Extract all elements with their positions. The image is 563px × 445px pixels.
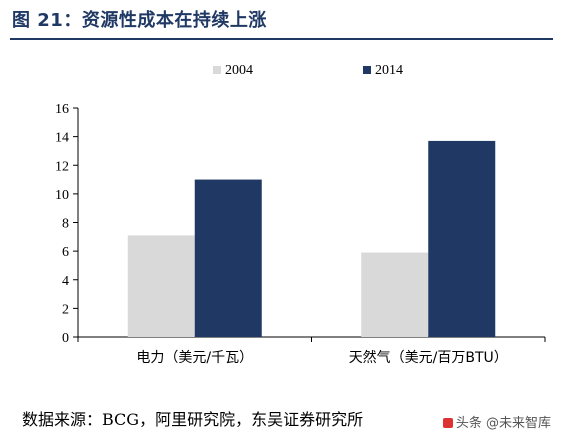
y-tick-label: 0 (62, 331, 69, 346)
y-tick-label: 8 (62, 217, 69, 232)
x-axis: 电力（美元/千瓦） 天然气（美元/百万BTU） (77, 336, 546, 366)
legend-label-2004: 2004 (225, 63, 253, 78)
y-tick-label: 16 (55, 102, 69, 117)
figure-title: 图 21：资源性成本在持续上涨 (12, 10, 267, 31)
source-note: 数据来源：BCG，阿里研究院，东吴证券研究所 (22, 410, 364, 429)
x-category-label: 电力（美元/千瓦） (136, 350, 253, 366)
y-tick-label: 6 (62, 245, 69, 260)
bars (127, 140, 496, 337)
y-axis: 0 2 4 6 8 10 12 14 16 (55, 102, 79, 346)
legend-swatch-2014 (363, 66, 371, 74)
y-tick-label: 4 (62, 274, 69, 289)
legend: 2004 2014 (213, 63, 403, 78)
toutiao-logo-icon (442, 418, 453, 428)
bar-chart: 2004 2014 0 2 4 6 8 10 12 14 16 电力（美元/千瓦） 天然气（美元/百… (55, 63, 546, 366)
watermark-text: 头条 @未来智库 (455, 416, 551, 431)
watermark: 头条 @未来智库 (442, 412, 551, 431)
y-tick-label: 14 (55, 131, 69, 146)
title-rule (10, 38, 553, 40)
x-category-label: 天然气（美元/百万BTU） (349, 349, 508, 366)
bar-2004-natural-gas (361, 252, 429, 337)
legend-swatch-2004 (213, 66, 221, 74)
legend-label-2014: 2014 (375, 63, 403, 78)
bar-2014-natural-gas (428, 140, 496, 337)
bar-2004-electricity (127, 235, 195, 337)
y-tick-label: 10 (55, 188, 69, 203)
bar-2014-electricity (194, 179, 262, 337)
y-tick-label: 2 (62, 302, 69, 317)
y-tick-label: 12 (55, 159, 69, 174)
